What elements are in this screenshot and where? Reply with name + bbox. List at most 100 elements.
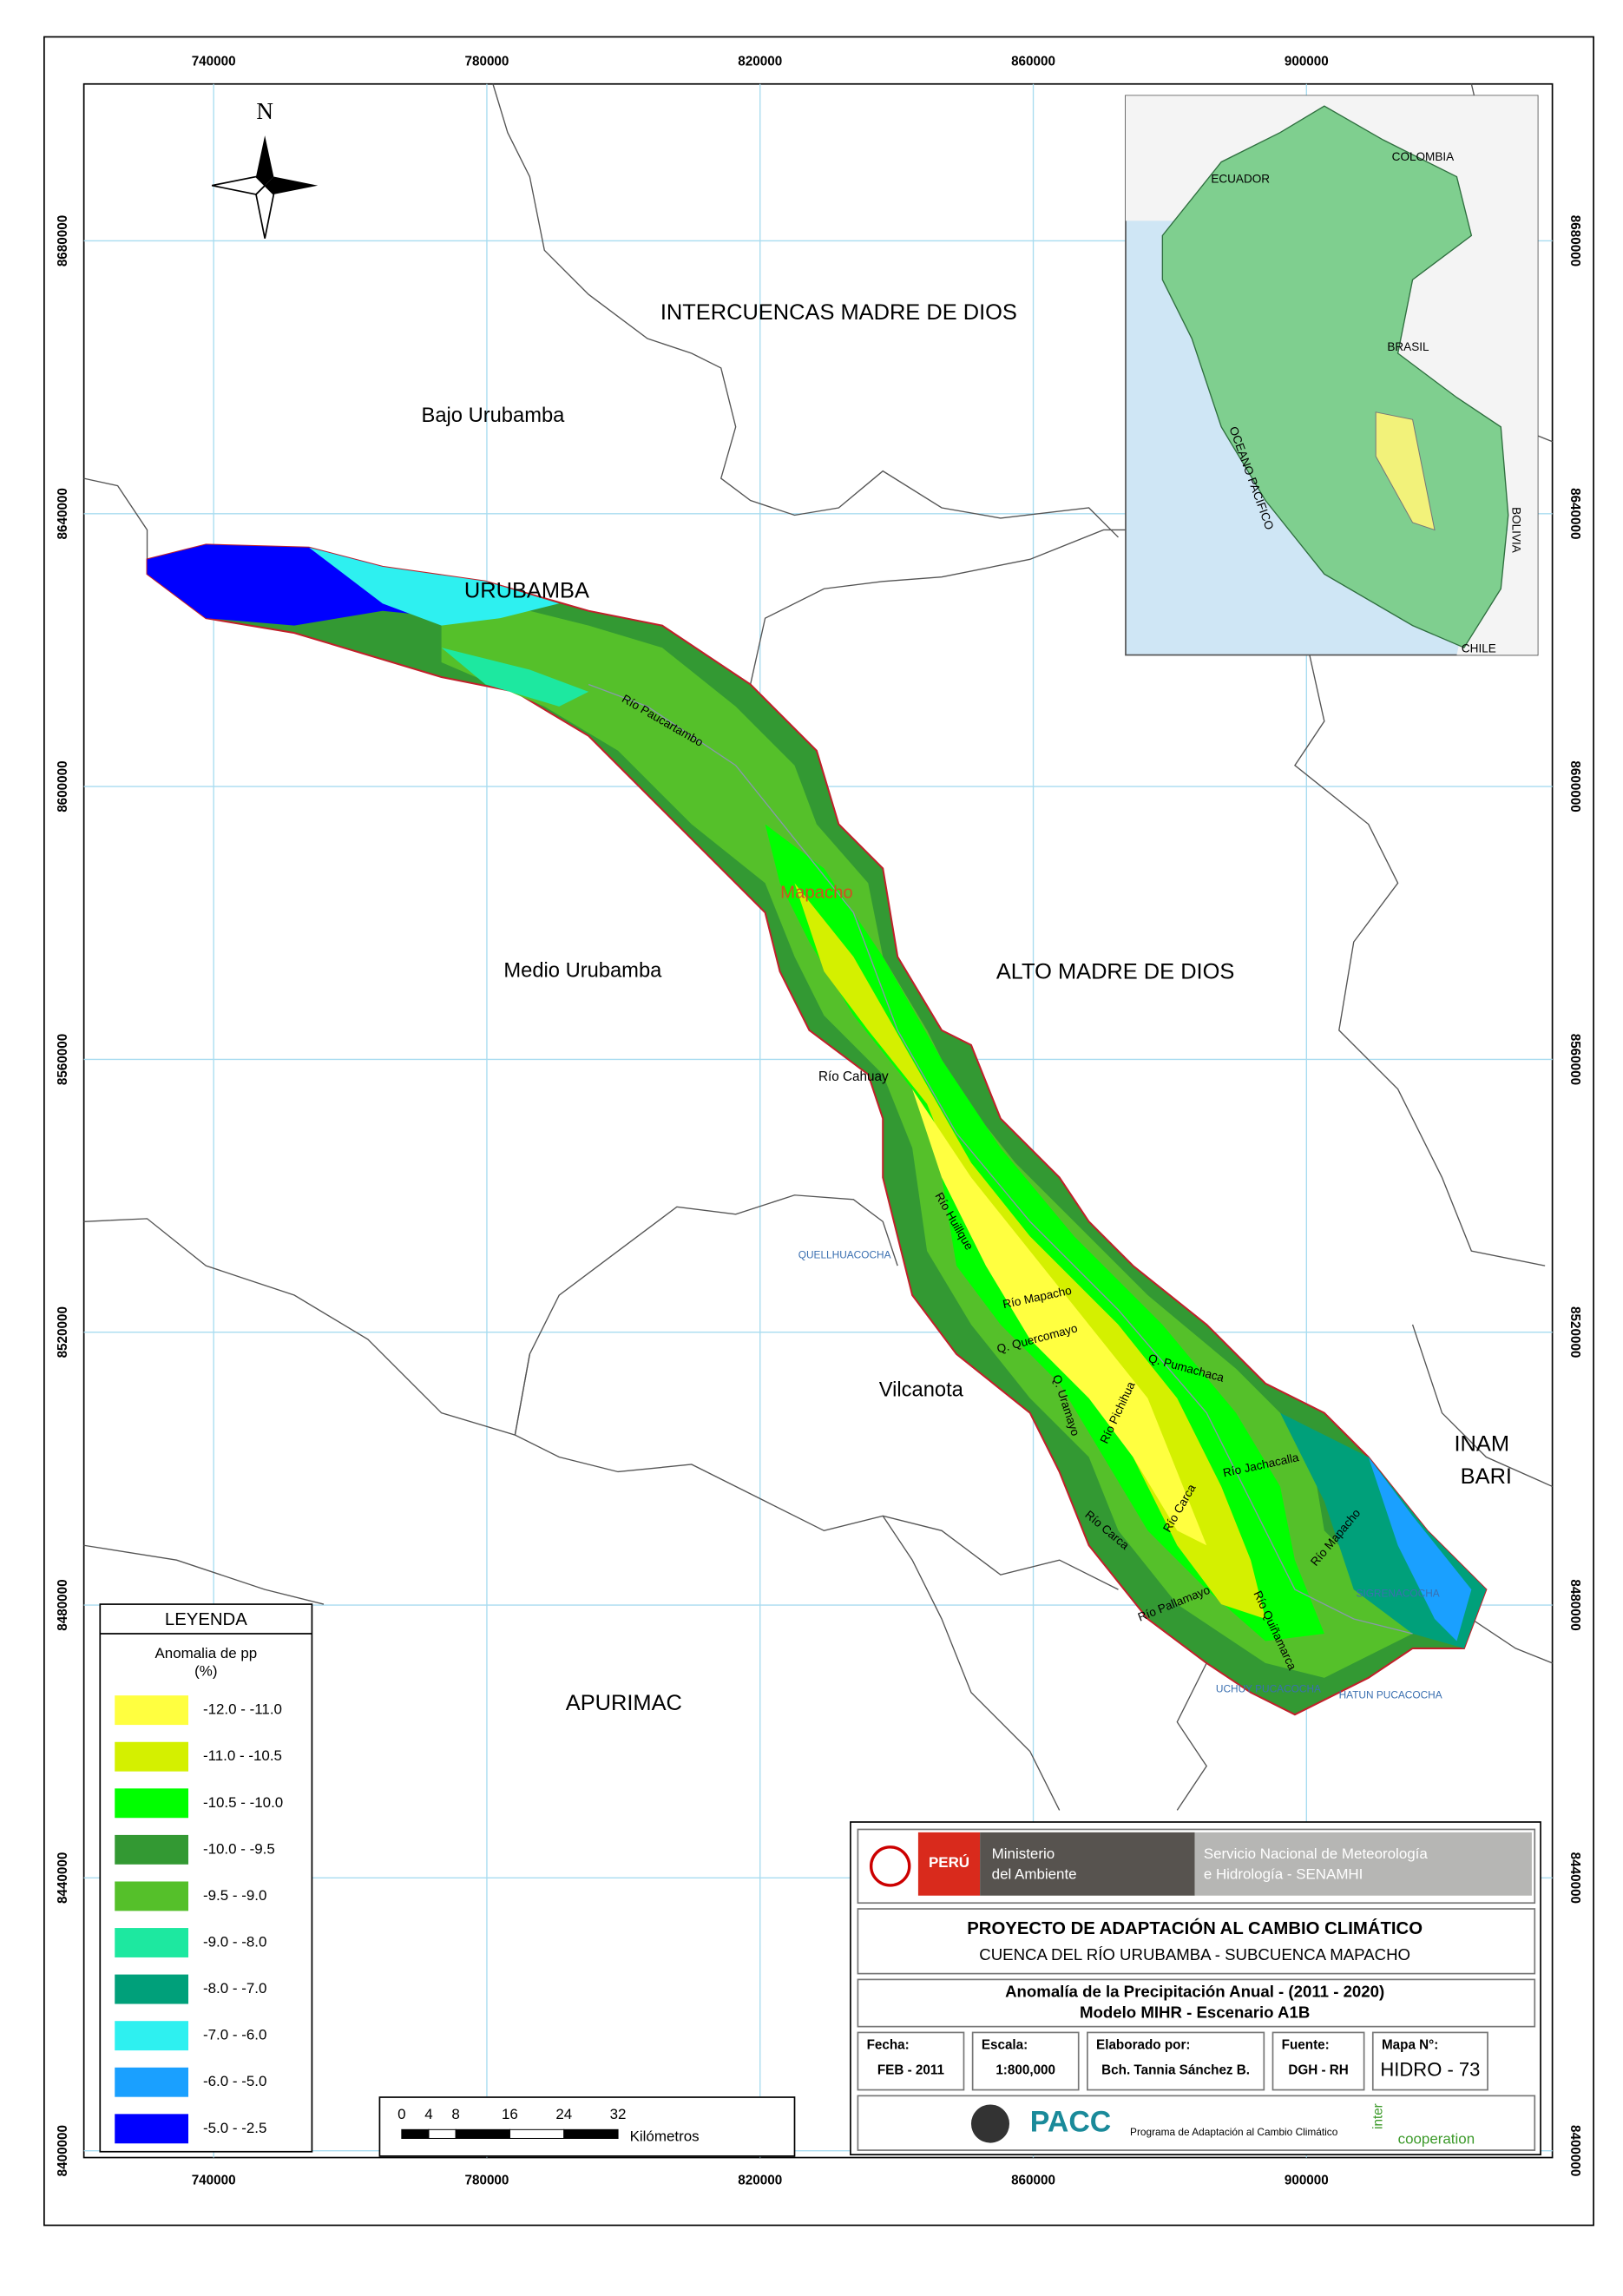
- border-line: [882, 1515, 1061, 1811]
- field-label: Mapa N°:: [1382, 2038, 1438, 2053]
- border-line: [1176, 1662, 1208, 1811]
- legend-unit: (%): [194, 1663, 217, 1680]
- sub-basin: [146, 543, 1488, 1716]
- lake-labels: QUELLHUACOCHA SIGRENACOCHA UCHUY PUCACOC…: [798, 1248, 1442, 1701]
- legend-subtitle: Anomalia de pp: [155, 1645, 258, 1661]
- region-label: ALTO MADRE DE DIOS: [996, 959, 1235, 984]
- neighbour-land: [1125, 95, 1538, 655]
- ministry: del Ambiente: [992, 1866, 1077, 1883]
- field-value: Bch. Tannia Sánchez B.: [1101, 2063, 1250, 2078]
- field-value: DGH - RH: [1288, 2063, 1348, 2078]
- x-coord-label: 900000: [1285, 54, 1329, 69]
- partner-box: [857, 2095, 1536, 2151]
- river-label: Río Cahuay: [818, 1069, 889, 1084]
- peru-box: [917, 1832, 981, 1896]
- x-coord-label: 780000: [465, 54, 509, 69]
- outer-frame: [43, 36, 1594, 2227]
- inset-label: CHILE: [1462, 641, 1496, 655]
- basin-zone: [309, 547, 560, 626]
- legend-swatch: [115, 1974, 189, 2004]
- lake-label: HATUN PUCACOCHA: [1339, 1688, 1442, 1701]
- basin-zone: [912, 1089, 1207, 1546]
- coat-of-arms: [869, 1845, 911, 1887]
- inset-label: BRASIL: [1387, 340, 1429, 353]
- y-coord-label: 8400000: [1567, 2125, 1582, 2176]
- title-block: PERÚ Ministerio del Ambiente Servicio Na…: [850, 1821, 1541, 2155]
- field-label: Fecha:: [867, 2038, 910, 2053]
- map-title: Anomalía de la Precipitación Anual - (20…: [1005, 1983, 1384, 2001]
- pacc: PACC: [1030, 2105, 1112, 2138]
- model: Modelo MIHR - Escenario A1B: [1080, 2003, 1310, 2021]
- pacc-name: Programa de Adaptación al Cambio Climáti…: [1130, 2126, 1338, 2138]
- scale-segment: [563, 2128, 619, 2139]
- border-line: [83, 477, 148, 560]
- scale-unit: Kilómetros: [630, 2128, 700, 2144]
- x-coord-label: 820000: [738, 54, 782, 69]
- river-label: Mapacho: [780, 884, 853, 903]
- x-coord-label: 900000: [1285, 2174, 1329, 2188]
- lake-label: UCHUY PUCACOCHA: [1216, 1683, 1321, 1695]
- map-title-box: [857, 1978, 1536, 2028]
- y-coord-label: 8480000: [1567, 1579, 1582, 1630]
- inset-map: COLOMBIA ECUADOR BRASIL OCEANO PACIFICO …: [1125, 95, 1539, 656]
- region-label: INAM: [1454, 1432, 1509, 1457]
- y-coord-label: 8600000: [1567, 760, 1582, 812]
- inset-label: ECUADOR: [1211, 173, 1270, 186]
- y-coord-label: 8640000: [56, 488, 70, 539]
- legend-swatch: [115, 1741, 189, 1772]
- legend-swatch: [115, 1834, 189, 1865]
- y-coord-label: 8560000: [56, 1034, 70, 1085]
- legend-swatch: [115, 1881, 189, 1911]
- region-label: Medio Urubamba: [503, 959, 662, 982]
- y-coord-label: 8400000: [56, 2125, 70, 2176]
- inset-label: BOLIVIA: [1510, 507, 1523, 554]
- compass-point: [265, 176, 319, 194]
- scale-bar: Kilómetros 0 4 8 16 24 32: [378, 2096, 796, 2157]
- region-labels: INTERCUENCAS MADRE DE DIOS Bajo Urubamba…: [422, 300, 1512, 1715]
- border-line: [1471, 1618, 1553, 1664]
- y-coord-label: 8480000: [56, 1579, 70, 1630]
- project-box: [857, 1908, 1536, 1975]
- project: PROYECTO DE ADAPTACIÓN AL CAMBIO CLIMÁTI…: [967, 1918, 1423, 1938]
- region-label: URUBAMBA: [464, 578, 589, 602]
- partner: cooperation: [1398, 2131, 1475, 2148]
- country: PERÚ: [929, 1854, 969, 1871]
- basin-zone: [147, 544, 457, 626]
- ministry: Ministerio: [992, 1845, 1055, 1862]
- x-coord-label: 860000: [1011, 54, 1055, 69]
- field-value: 1:800,000: [995, 2063, 1055, 2078]
- field-value: FEB - 2011: [877, 2063, 945, 2078]
- scale-tick-label: 0: [398, 2106, 405, 2122]
- scale-segment: [401, 2128, 430, 2139]
- field-box: [1271, 2031, 1365, 2091]
- region-label: BARI: [1461, 1464, 1512, 1489]
- region-label: INTERCUENCAS MADRE DE DIOS: [660, 300, 1017, 325]
- legend-swatch: [115, 1928, 189, 1957]
- scale-segment: [509, 2128, 565, 2139]
- service: e Hidrología - SENAMHI: [1204, 1866, 1363, 1883]
- y-coord-label: 8560000: [1567, 1034, 1582, 1085]
- legend: LEYENDA Anomalia de pp (%) -12.0 - -11.0…: [99, 1603, 313, 2153]
- border-line: [1411, 1324, 1553, 1488]
- y-coord-label: 8440000: [1567, 1852, 1582, 1904]
- legend-label: -9.5 - -9.0: [203, 1887, 266, 1904]
- pacc-globe: [970, 2104, 1010, 2143]
- field-label: Elaborado por:: [1096, 2038, 1190, 2053]
- compass-point: [255, 135, 274, 186]
- field-box: [1087, 2031, 1265, 2091]
- legend-label: -8.0 - -7.0: [203, 1980, 266, 1997]
- north-label: N: [256, 98, 273, 124]
- border-line: [83, 1544, 325, 1605]
- field-box: [857, 2031, 965, 2091]
- legend-label: -10.5 - -10.0: [203, 1794, 283, 1811]
- scale-tick-label: 16: [502, 2106, 518, 2122]
- service: Servicio Nacional de Meteorología: [1204, 1845, 1429, 1862]
- scale-segment: [428, 2128, 457, 2139]
- partner: inter: [1371, 2103, 1386, 2129]
- inset-label: COLOMBIA: [1392, 150, 1455, 163]
- river-line: [588, 683, 1413, 1635]
- border-line: [1294, 655, 1546, 1266]
- x-coord-label: 740000: [192, 54, 236, 69]
